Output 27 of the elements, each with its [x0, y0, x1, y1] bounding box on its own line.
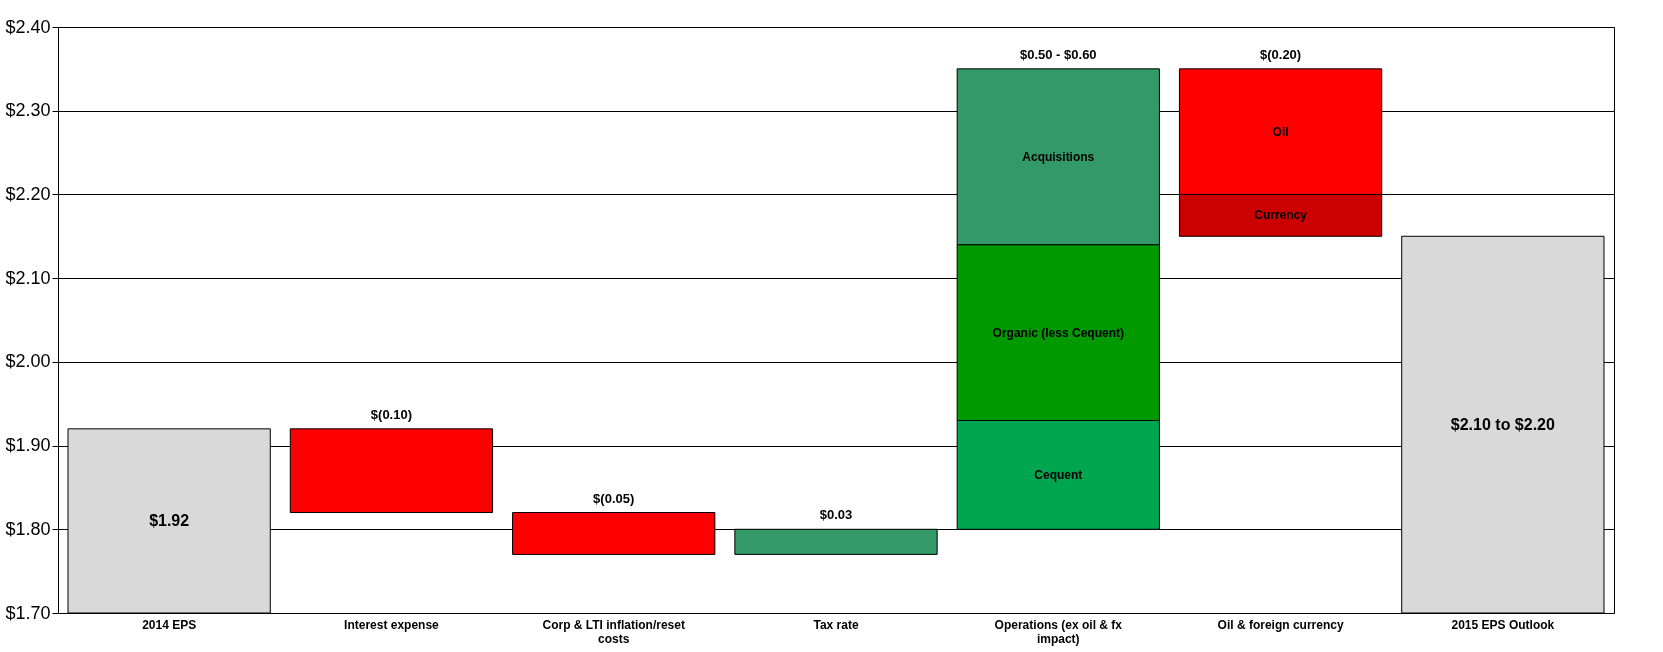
series-label: Cequent	[1034, 467, 1083, 482]
y-tick-label: $2.20	[5, 183, 51, 204]
series-label: Oil	[1272, 124, 1289, 139]
y-tick-label: $2.00	[5, 351, 51, 372]
annotation: $1.92	[149, 511, 190, 529]
data-label: $0.03	[819, 507, 853, 523]
series-label: Currency	[1254, 208, 1308, 223]
y-tick-label: $1.90	[5, 435, 51, 456]
series-label: Acquisitions	[1022, 149, 1095, 164]
x-tick-label: Oil & foreign currency	[1217, 617, 1344, 632]
annotation: $0.50 - $0.60	[1019, 46, 1097, 62]
x-tick-label: 2014 EPS	[142, 617, 197, 632]
y-tick-label: $2.30	[5, 100, 51, 121]
x-tick-label: Interest expense	[344, 617, 440, 632]
series-label: Organic (less Cequent)	[992, 325, 1124, 340]
data-label: $(0.05)	[593, 490, 635, 506]
data-label: $(0.10)	[370, 406, 413, 422]
y-tick-label: $2.40	[5, 16, 51, 37]
x-tick-label: Tax rate	[813, 617, 859, 632]
annotation: $2.10 to $2.20	[1450, 415, 1555, 433]
annotation: $(0.20)	[1259, 46, 1302, 62]
x-tick-label: 2015 EPS Outlook	[1451, 617, 1555, 632]
y-tick-label: $1.80	[5, 518, 51, 539]
x-tick-label: Operations (ex oil & fx impact)	[994, 617, 1123, 646]
y-tick-label: $2.10	[5, 267, 51, 288]
x-tick-label: Corp & LTI inflation/reset costs	[542, 617, 685, 646]
y-tick-label: $1.70	[5, 602, 51, 623]
